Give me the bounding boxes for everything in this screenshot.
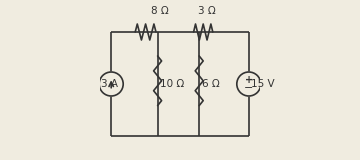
Text: +: +: [245, 75, 253, 85]
Circle shape: [99, 72, 123, 96]
Text: 6 Ω: 6 Ω: [202, 79, 219, 89]
Text: 3 A: 3 A: [101, 79, 118, 89]
Text: 10 Ω: 10 Ω: [160, 79, 184, 89]
Text: 15 V: 15 V: [251, 79, 275, 89]
Text: 8 Ω: 8 Ω: [151, 6, 169, 16]
Circle shape: [237, 72, 261, 96]
Text: 3 Ω: 3 Ω: [198, 6, 216, 16]
Text: −: −: [244, 83, 253, 93]
